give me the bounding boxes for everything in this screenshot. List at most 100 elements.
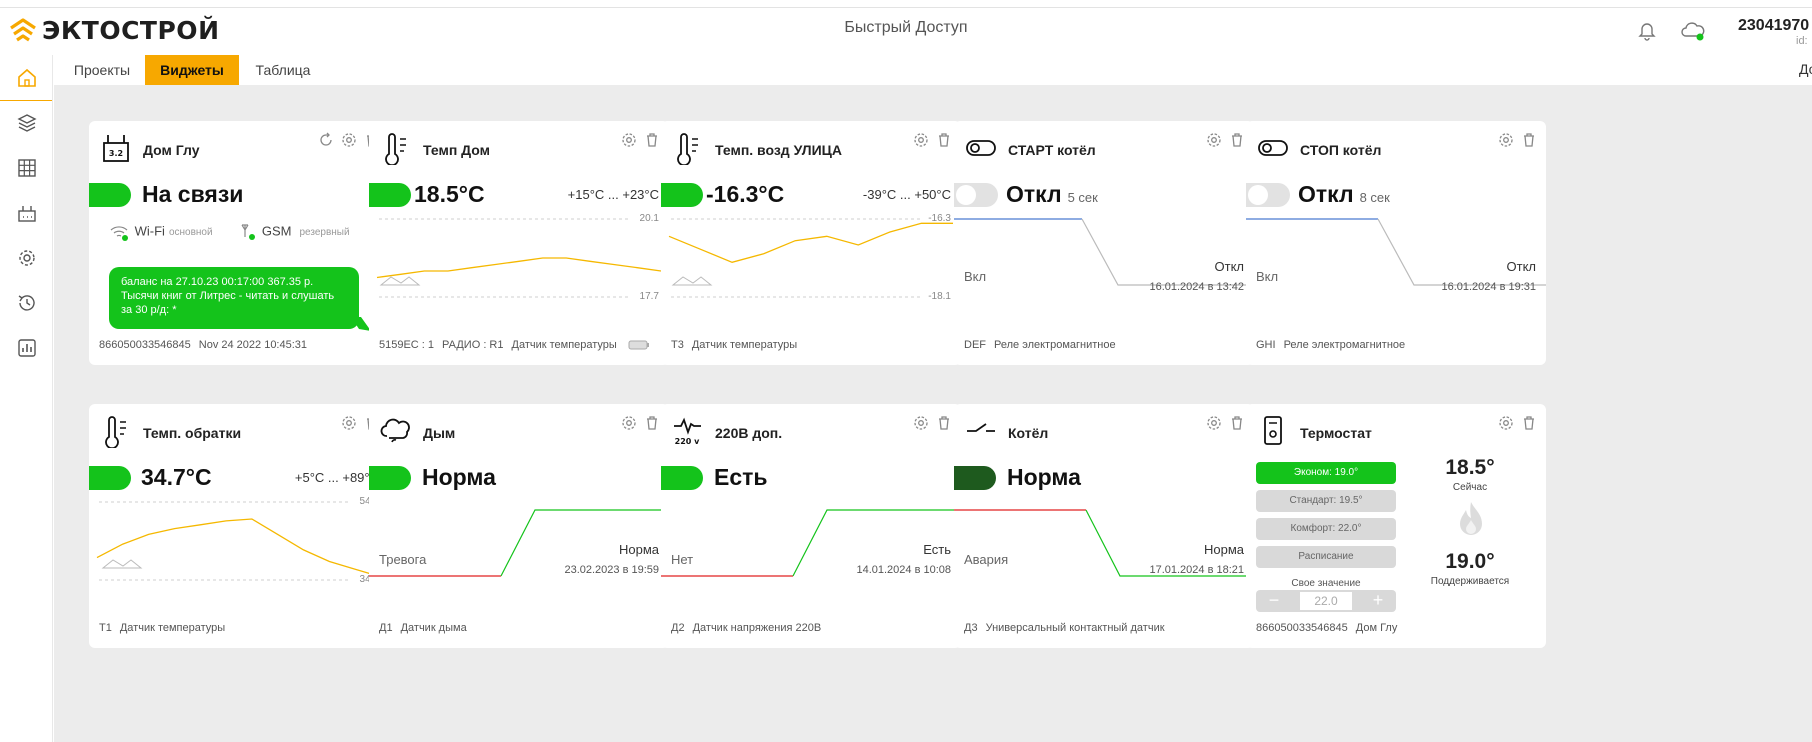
tab-table[interactable]: Таблица (255, 62, 311, 78)
sidebar-item-settings[interactable] (14, 245, 40, 271)
thermometer-icon (677, 133, 698, 165)
boiler-icon (1264, 416, 1282, 445)
relay-state: Откл 8 сек (1298, 181, 1390, 208)
widget-temp-return[interactable]: Темп. обратки 34.7°С +5°С ... +89°С 54.9… (89, 404, 389, 648)
tab-widgets[interactable]: Виджеты (145, 55, 239, 85)
gear-icon[interactable] (1205, 414, 1223, 432)
page-title: Быстрый Доступ (0, 19, 1812, 37)
gear-icon[interactable] (1497, 131, 1515, 149)
user-id-sub: id: (1796, 35, 1808, 47)
bell-icon[interactable] (1636, 19, 1658, 41)
widget-title: СТАРТ котёл (1008, 142, 1096, 158)
sidebar-item-devices[interactable] (14, 200, 40, 226)
widget-thermostat[interactable]: Термостат Эконом: 19.0° Стандарт: 19.5° … (1246, 404, 1546, 648)
top-strip (0, 0, 1812, 8)
widget-title: 220В доп. (715, 425, 783, 441)
smoke-icon (380, 418, 410, 443)
connection-row: Wi-Fi основной GSM резервный (109, 223, 350, 241)
widget-temp-dom[interactable]: Темп Дом 18.5°С +15°С ... +23°С 20.1 17.… (369, 121, 669, 365)
refresh-icon[interactable] (317, 131, 335, 149)
relay-duration: 8 сек (1359, 190, 1390, 205)
state-history-chart (1246, 218, 1546, 286)
relay-state-value: Откл (1006, 181, 1062, 207)
tab-projects[interactable]: Проекты (73, 62, 131, 78)
wifi-icon (110, 226, 128, 241)
mode-schedule-button[interactable]: Расписание (1256, 546, 1396, 568)
cloud-status-icon[interactable] (1680, 19, 1706, 43)
gear-icon[interactable] (912, 131, 930, 149)
widget-title: Дым (423, 425, 456, 441)
widget-title: Термостат (1300, 425, 1372, 441)
state-normal-label: Норма (1203, 542, 1244, 557)
setpoint-stepper: − 22.0 + (1256, 590, 1396, 612)
footer-type: Реле электромагнитное (994, 339, 1116, 351)
series-line (96, 518, 382, 578)
state-off-label: Откл (1214, 259, 1245, 274)
sensor-state: Есть (714, 464, 768, 490)
mode-economy-button[interactable]: Эконом: 19.0° (1256, 462, 1396, 484)
sms-message: баланс на 27.10.23 00:17:00 367.35 р. Ты… (109, 267, 359, 329)
widget-footer: DEF Реле электромагнитное (964, 339, 1124, 351)
target-temperature-label: Поддерживается (1430, 576, 1510, 587)
bubble-tail (351, 317, 371, 331)
footer-type: Датчик дыма (400, 622, 467, 634)
widget-start-boiler[interactable]: СТАРТ котёл Откл 5 сек Вкл Откл 16.01.202… (954, 121, 1254, 365)
setpoint-input[interactable]: 22.0 (1300, 592, 1352, 610)
relay-state-value: Откл (1298, 181, 1354, 207)
gear-icon[interactable] (1205, 131, 1223, 149)
wifi-label: Wi-Fi (134, 223, 165, 239)
state-history-chart (954, 509, 1254, 577)
decrease-button[interactable]: − (1268, 590, 1280, 610)
relay-toggle[interactable] (1246, 183, 1290, 207)
widget-220v[interactable]: 220 v 220В доп. Есть Нет Есть 14.01.2024… (661, 404, 961, 648)
gear-icon[interactable] (340, 414, 358, 432)
sensor-state: Норма (422, 464, 496, 490)
trash-icon[interactable] (643, 414, 661, 432)
footer-code: Д3 (964, 622, 978, 634)
gear-icon[interactable] (340, 131, 358, 149)
trash-icon[interactable] (935, 131, 953, 149)
logo[interactable]: ЭКТОСТРОЙ (8, 15, 220, 45)
gear-icon[interactable] (620, 414, 638, 432)
device-icon (18, 206, 36, 222)
mode-comfort-button[interactable]: Комфорт: 22.0° (1256, 518, 1396, 540)
widget-smoke[interactable]: Дым Норма Тревога Норма 23.02.2023 в 19:… (369, 404, 669, 648)
trash-icon[interactable] (1228, 414, 1246, 432)
logo-text: ЭКТОСТРОЙ (42, 15, 220, 45)
state-history-chart (661, 509, 961, 577)
grid-bottom-label: 17.7 (639, 291, 659, 302)
mode-standard-button[interactable]: Стандарт: 19.5° (1256, 490, 1396, 512)
trash-icon[interactable] (643, 131, 661, 149)
sidebar-item-home[interactable] (14, 65, 40, 91)
gsm-label: GSM (261, 223, 292, 239)
sidebar-item-layers[interactable] (14, 110, 40, 136)
trash-icon[interactable] (935, 414, 953, 432)
gear-icon[interactable] (1497, 414, 1515, 432)
widget-dom-glu[interactable]: 3.2 Дом Глу На связи Wi-Fi основной GSM ре… (89, 121, 389, 365)
footer-type: Датчик напряжения 220В (692, 622, 822, 634)
add-widget-link[interactable]: Добавить в (1799, 61, 1812, 77)
sidebar-item-reports[interactable] (14, 335, 40, 361)
state-normal-label: Норма (618, 542, 659, 557)
svg-text:3.2: 3.2 (109, 149, 123, 158)
contact-switch-icon (967, 423, 995, 432)
trash-icon[interactable] (1520, 414, 1538, 432)
widget-boiler[interactable]: Котёл Норма Авария Норма 17.01.2024 в 18… (954, 404, 1254, 648)
sidebar-item-table[interactable] (14, 155, 40, 181)
widget-temp-street[interactable]: Темп. возд УЛИЦА -16.3°С -39°С ... +50°С… (661, 121, 961, 365)
widget-stop-boiler[interactable]: СТОП котёл Откл 8 сек Вкл Откл 16.01.2024… (1246, 121, 1546, 365)
gear-icon[interactable] (620, 131, 638, 149)
trash-icon[interactable] (1520, 131, 1538, 149)
increase-button[interactable]: + (1372, 590, 1384, 610)
user-id[interactable]: 23041970 (1738, 17, 1810, 34)
sidebar-item-history[interactable] (14, 290, 40, 316)
state-on-label: Есть (923, 542, 951, 557)
gear-icon[interactable] (912, 414, 930, 432)
relay-toggle[interactable] (954, 183, 998, 207)
current-temperature-label: Сейчас (1452, 482, 1488, 493)
footer-type: Датчик температуры (691, 339, 798, 351)
trash-icon[interactable] (1228, 131, 1246, 149)
state-change-date: 16.01.2024 в 13:42 (1149, 281, 1244, 293)
series-line (376, 257, 662, 279)
widget-title: Дом Глу (143, 142, 200, 158)
